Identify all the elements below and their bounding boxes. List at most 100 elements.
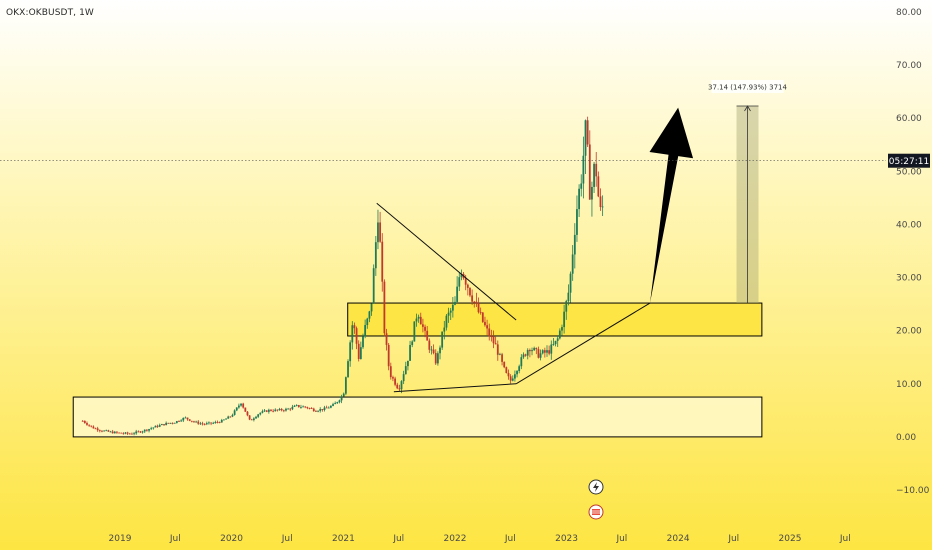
candle-body (334, 403, 337, 405)
candle-body (556, 338, 559, 341)
overlay-layer: 37.14 (147.93%) 3714 (0, 80, 886, 304)
candle-body (295, 405, 298, 406)
candle-body (580, 183, 583, 189)
candle-body (588, 144, 591, 200)
candle-body (261, 411, 264, 413)
candle-body (300, 406, 302, 408)
zones-layer (72, 302, 763, 438)
candle-body (499, 354, 501, 356)
price-label[interactable]: 05:27:11 (889, 157, 929, 167)
candle-body (543, 350, 546, 353)
candle-body (274, 409, 277, 412)
candle-body (563, 311, 566, 328)
candle-body (297, 405, 300, 408)
candle-body (394, 378, 396, 385)
candle-body (539, 353, 542, 358)
y-tick-label: −10.00 (896, 486, 930, 496)
candle-body (366, 318, 369, 326)
candle-body (374, 242, 377, 269)
candle-body (257, 414, 260, 417)
flag-icon[interactable] (588, 504, 604, 520)
candle-body (582, 155, 585, 184)
candle-body (90, 425, 93, 427)
x-tick-label: 2022 (444, 534, 467, 544)
candle-body (120, 432, 123, 434)
candle-body (347, 361, 349, 378)
candle-body (443, 327, 446, 332)
candle-body (205, 423, 208, 425)
candle-body (593, 163, 595, 187)
y-tick-label: 20.00 (896, 327, 922, 337)
x-tick-label: 2020 (220, 534, 243, 544)
candle-body (270, 409, 272, 411)
candle-body (454, 301, 456, 305)
candle-body (246, 411, 249, 416)
y-axis[interactable]: 80.00 70.00 60.00 50.00 40.00 30.00 20.00 10.00… (888, 8, 930, 496)
candle-body (359, 347, 362, 359)
candle-body (353, 325, 356, 329)
candle-body (86, 422, 88, 425)
candle-body (357, 343, 360, 359)
candle-body (396, 384, 399, 389)
breakout-zone[interactable] (347, 302, 763, 337)
candle-body (458, 277, 461, 287)
candle-body (116, 431, 118, 433)
candle-body (310, 408, 313, 409)
candle-body (591, 186, 593, 200)
candle-body (308, 408, 311, 409)
measure-label[interactable]: 37.14 (147.93%) 3714 (708, 84, 787, 92)
price-label-bg (888, 153, 930, 168)
candle-body (201, 423, 204, 425)
y-tick-label: 30.00 (896, 274, 922, 284)
candle-body (242, 403, 245, 408)
candle-body (561, 327, 563, 331)
candle-body (259, 412, 262, 415)
candle-body (188, 419, 191, 421)
candle-body (338, 400, 341, 403)
candle-body (550, 344, 553, 354)
projection-arrow[interactable] (649, 107, 694, 304)
candle-body (436, 353, 439, 364)
candle-body (466, 284, 469, 288)
x-axis[interactable]: 2019 Jul 2020 Jul 2021 Jul 2022 Jul 2023 Jul 2024 J… (109, 534, 851, 544)
candle-body (109, 431, 112, 433)
triangle-upper[interactable] (376, 202, 517, 321)
candle-body (546, 350, 548, 353)
candle-body (548, 350, 551, 354)
candle-body (424, 326, 426, 331)
triangle-lower[interactable] (393, 383, 517, 393)
candle-body (208, 422, 210, 424)
candle-body (169, 422, 172, 424)
candle-body (571, 254, 574, 274)
accumulation-zone[interactable] (72, 396, 763, 438)
candle-body (400, 381, 403, 390)
ascending-support[interactable] (515, 302, 651, 385)
y-tick-label: 60.00 (896, 114, 922, 124)
candle-body (182, 417, 185, 421)
candle-body (362, 336, 364, 348)
candle-body (576, 209, 578, 235)
y-tick-label: 40.00 (896, 220, 922, 230)
candle-body (312, 408, 315, 412)
candle-body (267, 409, 270, 412)
candle-body (150, 428, 153, 430)
candle-body (113, 431, 116, 434)
candle-body (349, 342, 352, 362)
candle-body (220, 419, 223, 423)
candle-body (190, 420, 193, 422)
x-tick-label: 2025 (779, 534, 802, 544)
x-tick-label: Jul (504, 534, 516, 544)
candle-body (344, 377, 347, 394)
candle-body (488, 328, 491, 337)
candle-body (319, 409, 322, 411)
symbol-title[interactable]: OKX:OKBUSDT, 1W (6, 8, 94, 18)
candle-body (218, 422, 221, 423)
x-tick-label: Jul (839, 534, 851, 544)
flash-icon[interactable] (588, 479, 604, 495)
candle-body (441, 331, 444, 348)
candle-body (511, 378, 514, 381)
candle-body (163, 424, 165, 426)
candle-body (107, 430, 110, 432)
candle-body (289, 408, 292, 410)
